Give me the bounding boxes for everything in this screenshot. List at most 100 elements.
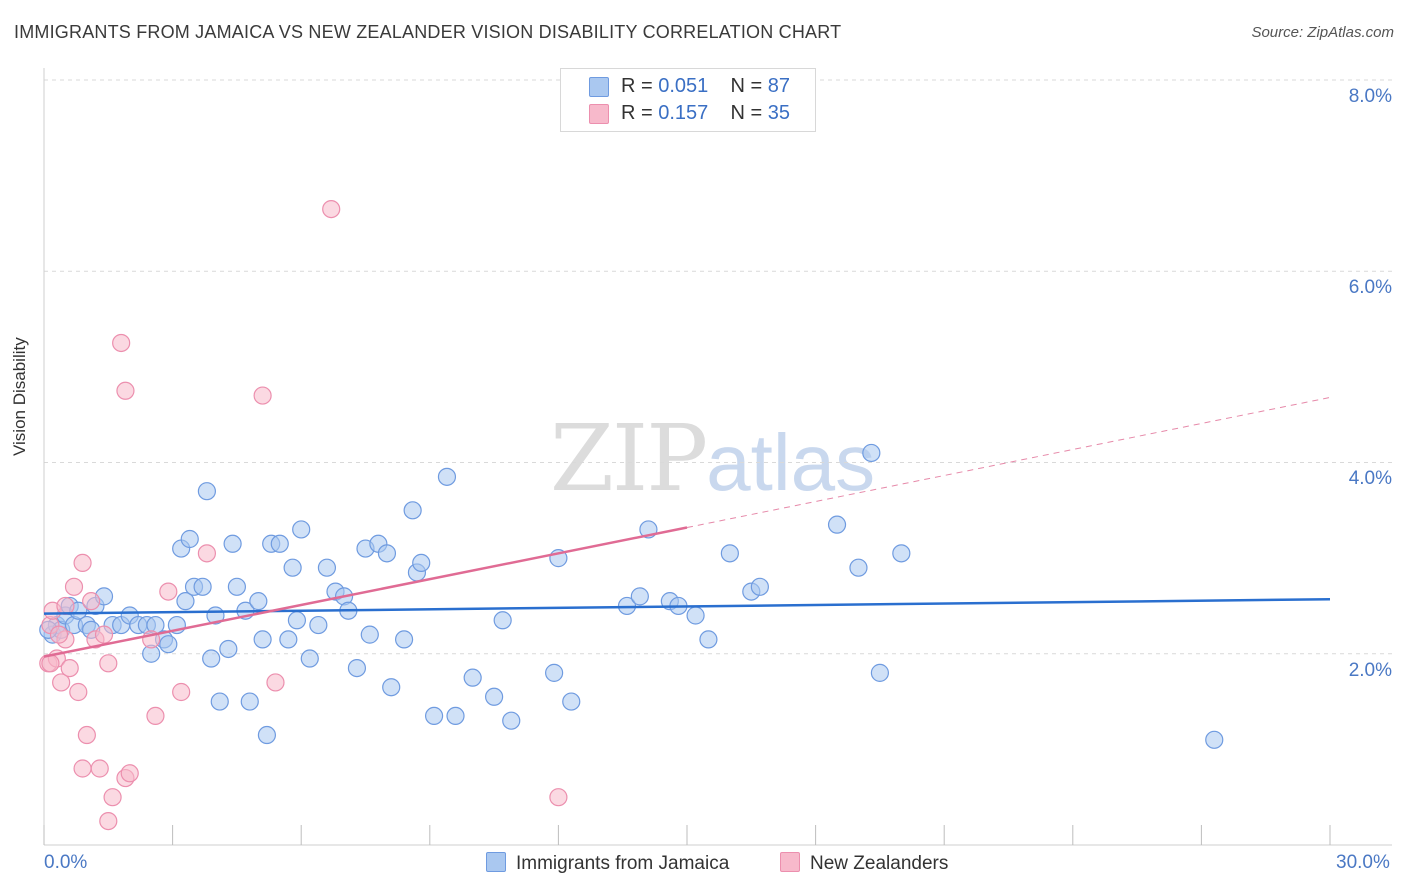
n-label: N = [730,75,768,97]
jamaica-point [562,692,581,711]
jamaica-point [446,706,465,726]
source-label: Source: ZipAtlas.com [1251,24,1394,41]
jamaica-point [253,630,272,649]
jamaica-point [283,558,302,577]
y-tick-label: 4.0% [1348,468,1392,489]
legend-swatch-pink [780,852,800,872]
jamaica-point [300,649,319,668]
newzealand-point [77,725,96,745]
x-tick-label: 0.0% [44,852,88,873]
jamaica-point [699,630,718,649]
jamaica-point [862,443,881,463]
jamaica-point [870,663,890,682]
jamaica-point [197,482,216,501]
y-axis-label: Vision Disability [10,337,29,456]
x-tick-label: 30.0% [1336,852,1390,873]
jamaica-point [437,467,457,486]
jamaica-point [219,639,238,659]
n-label: N = [730,102,768,124]
jamaica-point [257,725,277,745]
jamaica-point [287,611,307,630]
jamaica-point [176,592,195,611]
jamaica-point [317,558,337,577]
jamaica-point [210,692,229,711]
jamaica-point [193,577,212,596]
jamaica-point [424,706,444,726]
jamaica-point [240,692,259,711]
newzealand-point [73,759,92,778]
newzealand-point [112,333,131,353]
jamaica-point [1205,730,1224,749]
jamaica-point [377,544,397,563]
n-value: 35 [767,102,791,124]
newzealand-point [60,658,79,678]
newzealand-point [549,788,568,807]
correlation-legend: R = 0.051 N = 87 R = 0.157 N = 35 [560,68,816,132]
chart-title: IMMIGRANTS FROM JAMAICA VS NEW ZEALANDER… [14,22,842,42]
jamaica-point [892,544,911,563]
jamaica-point [227,577,246,596]
jamaica-point [502,711,521,730]
jamaica-point [849,558,868,577]
newzealand-point [64,577,84,596]
jamaica-point [223,534,242,553]
newzealand-point [120,764,139,783]
jamaica-point [827,515,847,534]
y-tick-label: 8.0% [1348,86,1392,107]
legend-label: New Zealanders [810,853,949,874]
jamaica-point [485,687,504,706]
newzealand-point [49,625,69,644]
newzealand-point [116,381,135,400]
r-label: R = [621,102,659,124]
jamaica-point [292,520,311,539]
newzealand-point [99,654,118,673]
watermark-zip: ZIP [550,405,708,512]
newzealand-point [253,386,272,405]
legend-stats: R = 0.157 N = 35 [621,102,790,125]
newzealand-point [266,673,285,692]
jamaica-point [279,630,298,649]
newzealand-point [103,788,122,807]
legend-stats: R = 0.051 N = 87 [621,75,790,98]
jamaica-point [750,577,769,596]
jamaica-point [309,615,328,635]
newzealand-trendline [43,526,688,658]
jamaica-point [463,668,482,687]
jamaica-point [249,592,268,611]
jamaica-point [493,611,512,630]
jamaica-point [382,678,401,697]
y-tick-label: 2.0% [1348,660,1392,681]
jamaica-point [159,635,178,654]
jamaica-point [686,606,705,625]
jamaica-point [720,544,739,563]
jamaica-point [630,587,649,606]
r-value: 0.051 [658,75,709,97]
legend-swatch-blue [486,852,506,872]
newzealand-point [69,682,88,702]
jamaica-point [360,625,379,644]
newzealand-point [146,706,165,726]
newzealand-point [52,673,71,692]
newzealand-point [197,544,216,563]
jamaica-point [394,630,414,649]
newzealand-point [99,811,118,831]
newzealand-point [56,596,75,616]
legend-item-newzealand[interactable]: New Zealanders [780,852,948,875]
legend-item-jamaica[interactable]: Immigrants from Jamaica [486,852,729,875]
legend-label: Immigrants from Jamaica [516,853,730,874]
jamaica-point [412,553,431,573]
y-tick-label: 6.0% [1348,277,1392,298]
legend-swatch-blue [589,77,609,97]
newzealand-point [322,199,341,219]
jamaica-point [180,529,199,549]
jamaica-point [202,649,221,668]
jamaica-point [347,658,367,678]
newzealand-point [159,582,178,601]
newzealand-point [73,553,92,573]
legend-swatch-pink [589,104,609,124]
newzealand-point [94,625,114,644]
jamaica-trendline [43,597,1331,615]
r-label: R = [621,75,659,97]
n-value: 87 [767,75,791,97]
